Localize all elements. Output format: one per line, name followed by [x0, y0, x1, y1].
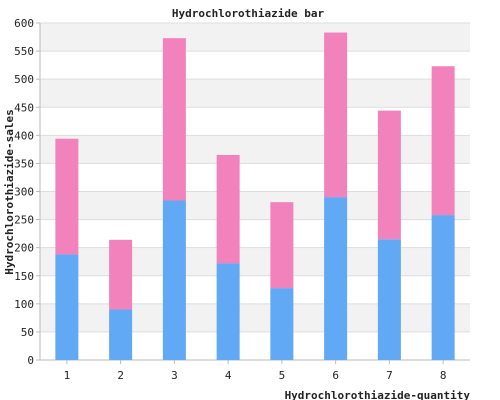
bar-series-1-3: [162, 200, 186, 360]
y-tick-label: 200: [14, 242, 34, 255]
bar-series-1-6: [324, 197, 348, 360]
bar-series-2-6: [324, 32, 348, 198]
plot-band: [40, 303, 470, 332]
bar-series-1-1: [55, 254, 79, 360]
chart-title: Hydrochlorothiazide bar: [172, 7, 325, 20]
plot-band: [40, 135, 470, 164]
y-tick-label: 400: [14, 129, 34, 142]
x-tick-label: 7: [386, 369, 393, 382]
bar-series-1-5: [270, 288, 294, 360]
bar-series-1-8: [431, 215, 455, 360]
y-tick-label: 450: [14, 101, 34, 114]
bars: [55, 32, 455, 360]
bar-series-1-2: [109, 309, 133, 360]
plot-band: [40, 191, 470, 220]
bar-series-2-3: [162, 38, 186, 201]
x-tick-label: 6: [332, 369, 339, 382]
x-axis-label: Hydrochlorothiazide-quantity: [285, 389, 471, 400]
x-tick-label: 4: [225, 369, 232, 382]
y-tick-label: 50: [21, 326, 34, 339]
y-tick-label: 0: [27, 354, 34, 367]
y-tick-label: 300: [14, 186, 34, 199]
x-axis-ticks: 1 2 3 4 5 6 7 8: [64, 360, 447, 382]
x-tick-label: 2: [117, 369, 124, 382]
plot-band: [40, 79, 470, 108]
x-tick-label: 1: [64, 369, 71, 382]
y-tick-label: 550: [14, 45, 34, 58]
plot-band: [40, 23, 470, 52]
y-tick-label: 250: [14, 214, 34, 227]
y-axis-label: Hydrochlorothiazide-sales: [3, 109, 16, 275]
plot-band: [40, 247, 470, 276]
y-tick-label: 100: [14, 298, 34, 311]
bar-series-2-2: [109, 239, 133, 310]
y-tick-label: 500: [14, 73, 34, 86]
y-tick-label: 150: [14, 270, 34, 283]
x-tick-label: 5: [279, 369, 286, 382]
bar-series-2-7: [377, 110, 401, 240]
x-tick-label: 8: [440, 369, 447, 382]
bar-series-2-1: [55, 138, 79, 255]
bar-series-2-8: [431, 66, 455, 216]
x-tick-label: 3: [171, 369, 178, 382]
bar-series-2-4: [216, 154, 240, 264]
y-axis-ticks: 0 50 100 150 200 250 300 350 400 450 500 550 600: [14, 17, 40, 367]
bar-series-1-7: [377, 239, 401, 360]
bar-series-1-4: [216, 263, 240, 360]
y-tick-label: 350: [14, 157, 34, 170]
y-tick-label: 600: [14, 17, 34, 30]
bar-series-2-5: [270, 202, 294, 289]
plot-background: [40, 23, 470, 332]
